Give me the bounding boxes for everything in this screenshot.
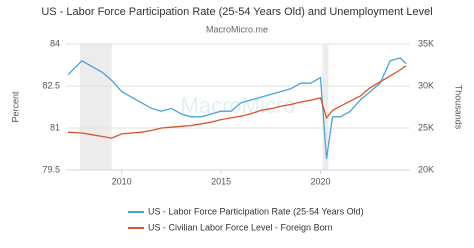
y-tick-label: 82.5 (42, 80, 60, 90)
y-tick-label: 84 (50, 38, 60, 48)
legend-label: US - Labor Force Participation Rate (25-… (148, 206, 364, 216)
y2-tick-label: 35K (418, 38, 434, 48)
x-tick-label: 2020 (311, 176, 331, 186)
chart-title: US - Labor Force Participation Rate (25-… (41, 6, 432, 18)
legend-label: US - Civilian Labor Force Level - Foreig… (148, 222, 333, 232)
y-tick-label: 81 (50, 122, 60, 132)
shaded-period (322, 44, 329, 170)
shaded-period (79, 44, 112, 170)
y2-tick-label: 20K (418, 164, 434, 174)
chart-subtitle: MacroMicro.me (206, 24, 268, 34)
y2-tick-label: 25K (418, 122, 434, 132)
x-tick-label: 2010 (112, 176, 132, 186)
y-axis-label: Percent (10, 91, 20, 123)
x-tick-label: 2015 (211, 176, 231, 186)
y-tick-label: 79.5 (42, 164, 60, 174)
series-line (67, 65, 407, 139)
y2-axis-label: Thousands (454, 85, 464, 130)
series-line (67, 57, 407, 159)
y2-tick-label: 30K (418, 80, 434, 90)
